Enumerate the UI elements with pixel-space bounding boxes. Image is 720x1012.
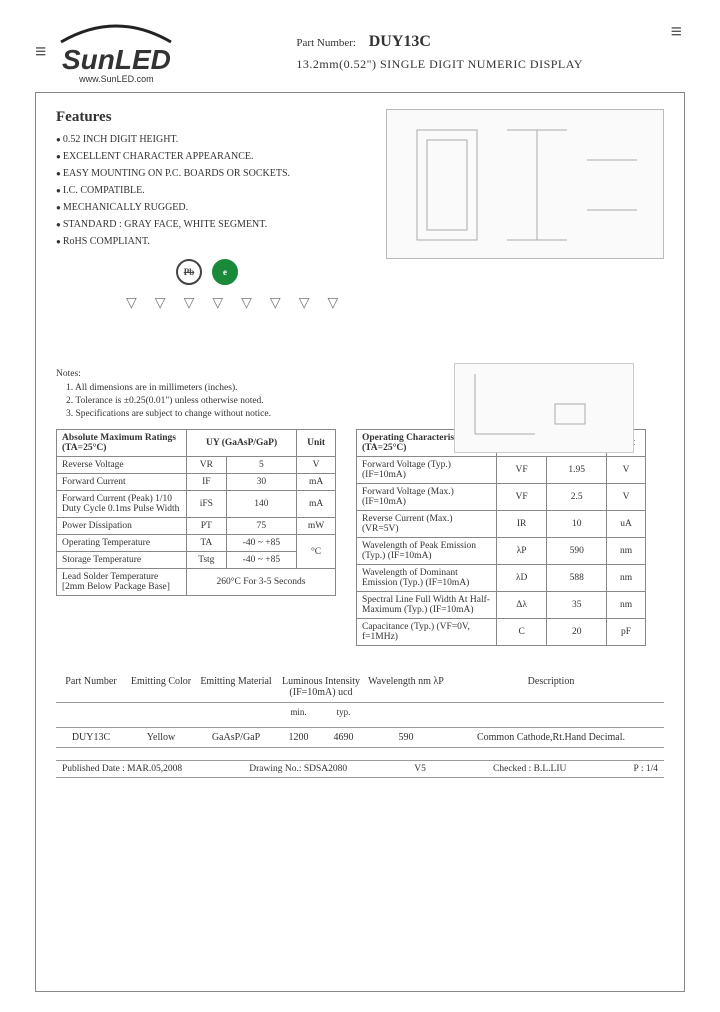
company-logo: SunLED www.SunLED.com [56,20,176,84]
logo-text: SunLED [62,44,171,76]
part-number-value: DUY13C [369,33,431,50]
pb-free-icon: Pb [176,259,202,285]
feature-item: EXCELLENT CHARACTER APPEARANCE. [56,151,366,162]
col-emitting-color: Emitting Color [126,676,196,698]
table-row: Operating TemperatureTA-40 ~ +85°C [57,535,336,552]
footer-date: Published Date : MAR.05,2008 [62,764,182,774]
table-row: Wavelength of Peak Emission (Typ.) (IF=1… [357,538,646,565]
subcol-min: min. [276,707,321,717]
dimension-diagram-side [454,363,634,453]
document-footer: Published Date : MAR.05,2008 Drawing No.… [56,760,664,778]
features-title: Features [56,109,366,126]
col-description: Description [446,676,656,698]
feature-item: 0.52 INCH DIGIT HEIGHT. [56,134,366,145]
abs-col-unit: Unit [297,430,336,457]
features-section: Features 0.52 INCH DIGIT HEIGHT. EXCELLE… [56,109,366,361]
footer-drawing: Drawing No.: SDSA2080 [249,764,347,774]
table-row: Spectral Line Full Width At Half-Maximum… [357,592,646,619]
footer-version: V5 [414,764,426,774]
menu-icon-left: ≡ [35,46,46,58]
table-row: Power DissipationPT75mW [57,518,336,535]
mechanical-diagram-area [386,109,664,361]
product-subtitle: 13.2mm(0.52") SINGLE DIGIT NUMERIC DISPL… [296,57,583,72]
part-info: Part Number: DUY13C 13.2mm(0.52") SINGLE… [296,33,583,72]
table-row: Capacitance (Typ.) (VF=0V, f=1MHz)C20pF [357,619,646,646]
table-row: DUY13C Yellow GaAsP/GaP 1200 4690 590 Co… [56,727,664,748]
product-summary-table: Part Number Emitting Color Emitting Mate… [56,676,664,748]
operating-characteristics-table: Operating Characteristics (TA=25°C)UY (G… [356,429,646,646]
dimension-diagram-top [386,109,664,259]
pin-schematic-diagram: ▽▽▽▽ ▽▽▽▽ [126,295,366,345]
table-row: Forward Voltage (Typ.) (IF=10mA)VF1.95V [357,457,646,484]
table-row: Wavelength of Dominant Emission (Typ.) (… [357,565,646,592]
table-row: Forward Current (Peak) 1/10 Duty Cycle 0… [57,491,336,518]
part-number-label: Part Number: [296,37,356,49]
abs-col-uy: UY (GaAsP/GaP) [187,430,297,457]
compliance-icons: Pb e [176,259,366,285]
table-row: Forward CurrentIF30mA [57,474,336,491]
table-row: Storage TemperatureTstg-40 ~ +85 [57,552,336,569]
col-emitting-material: Emitting Material [196,676,276,698]
table-row: Forward Voltage (Max.) (IF=10mA)VF2.5V [357,484,646,511]
logo-url: www.SunLED.com [79,74,154,84]
feature-item: STANDARD : GRAY FACE, WHITE SEGMENT. [56,219,366,230]
col-luminous-intensity: Luminous Intensity (IF=10mA) ucd [276,676,366,698]
col-wavelength: Wavelength nm λP [366,676,446,698]
feature-item: MECHANICALLY RUGGED. [56,202,366,213]
footer-checked: Checked : B.L.LIU [493,764,566,774]
feature-item: EASY MOUNTING ON P.C. BOARDS OR SOCKETS. [56,168,366,179]
feature-item: RoHS COMPLIANT. [56,236,366,247]
abs-title: Absolute Maximum Ratings (TA=25°C) [57,430,187,457]
feature-item: I.C. COMPATIBLE. [56,185,366,196]
col-part-number: Part Number [56,676,126,698]
table-row: Lead Solder Temperature [2mm Below Packa… [57,569,336,596]
table-row: Reverse Current (Max.) (VR=5V)IR10uA [357,511,646,538]
menu-icon-right: ≡ [671,26,682,38]
main-content-frame: Features 0.52 INCH DIGIT HEIGHT. EXCELLE… [35,92,685,992]
footer-page: P : 1/4 [634,764,658,774]
features-list: 0.52 INCH DIGIT HEIGHT. EXCELLENT CHARAC… [56,134,366,247]
absolute-maximum-ratings-table: Absolute Maximum Ratings (TA=25°C)UY (Ga… [56,429,336,596]
page-header: ≡ SunLED www.SunLED.com Part Number: DUY… [35,20,685,84]
rohs-icon: e [212,259,238,285]
subcol-typ: typ. [321,707,366,717]
table-row: Reverse VoltageVR5V [57,457,336,474]
